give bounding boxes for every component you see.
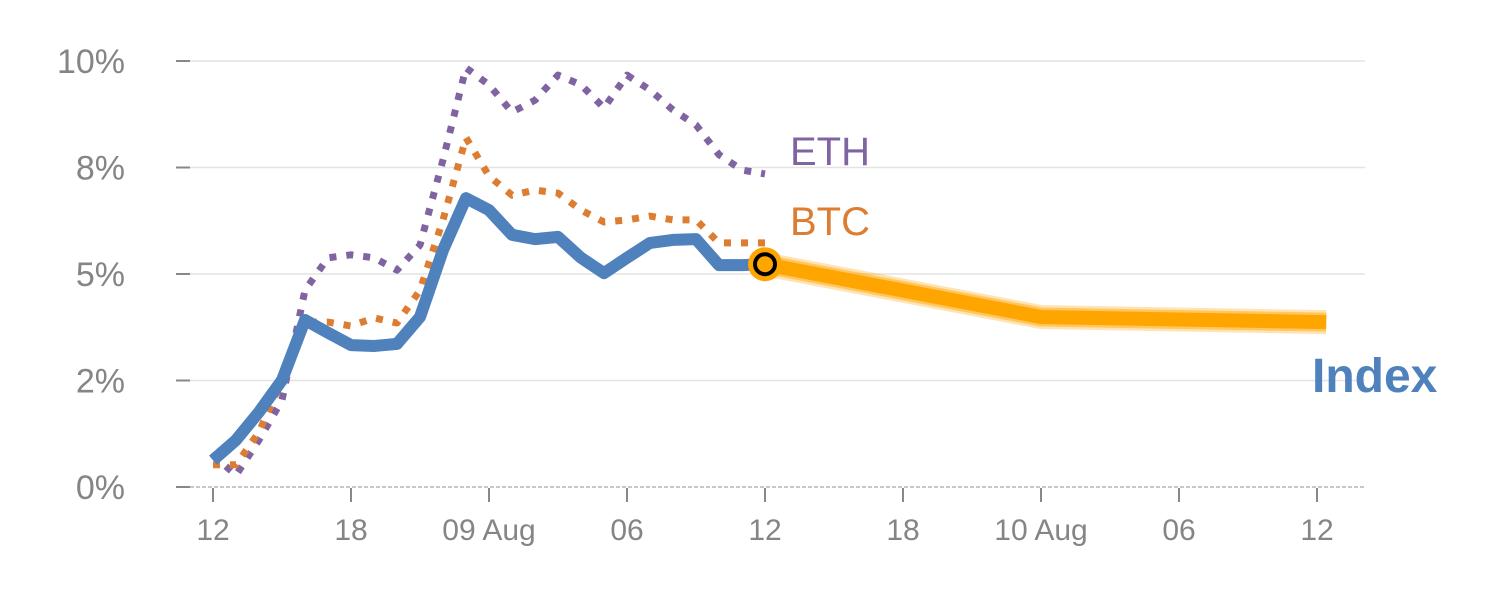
line-index [209,192,766,465]
y-tick-label: 8% [76,150,125,188]
y-tick-label: 0% [76,469,125,507]
x-tick-label: 12 [196,514,229,547]
x-tick-label: 18 [886,514,919,547]
y-tick-label: 2% [76,363,125,401]
line-btc [213,134,765,469]
current-point-marker [753,252,777,277]
x-tick-label: 06 [1162,514,1195,547]
y-tick-label: 5% [76,256,125,294]
y-axis: 0% 2% 5% 8% 10% [57,43,190,507]
series-lines [209,64,1327,479]
x-tick-label: 12 [1300,514,1333,547]
x-tick-label: 06 [610,514,643,547]
series-label-btc: BTC [790,200,870,244]
forecast-line [763,257,1327,330]
x-tick-label: 18 [334,514,367,547]
x-tick-label: 10 Aug [994,514,1087,547]
series-label-eth: ETH [790,130,870,174]
x-tick-label: 12 [748,514,781,547]
y-tick-label: 10% [57,43,125,81]
x-tick-label: 09 Aug [442,514,535,547]
series-label-index: Index [1312,350,1438,403]
line-eth [210,64,766,479]
x-axis: 12 18 09 Aug 06 12 18 10 Aug 06 12 [196,488,1334,547]
